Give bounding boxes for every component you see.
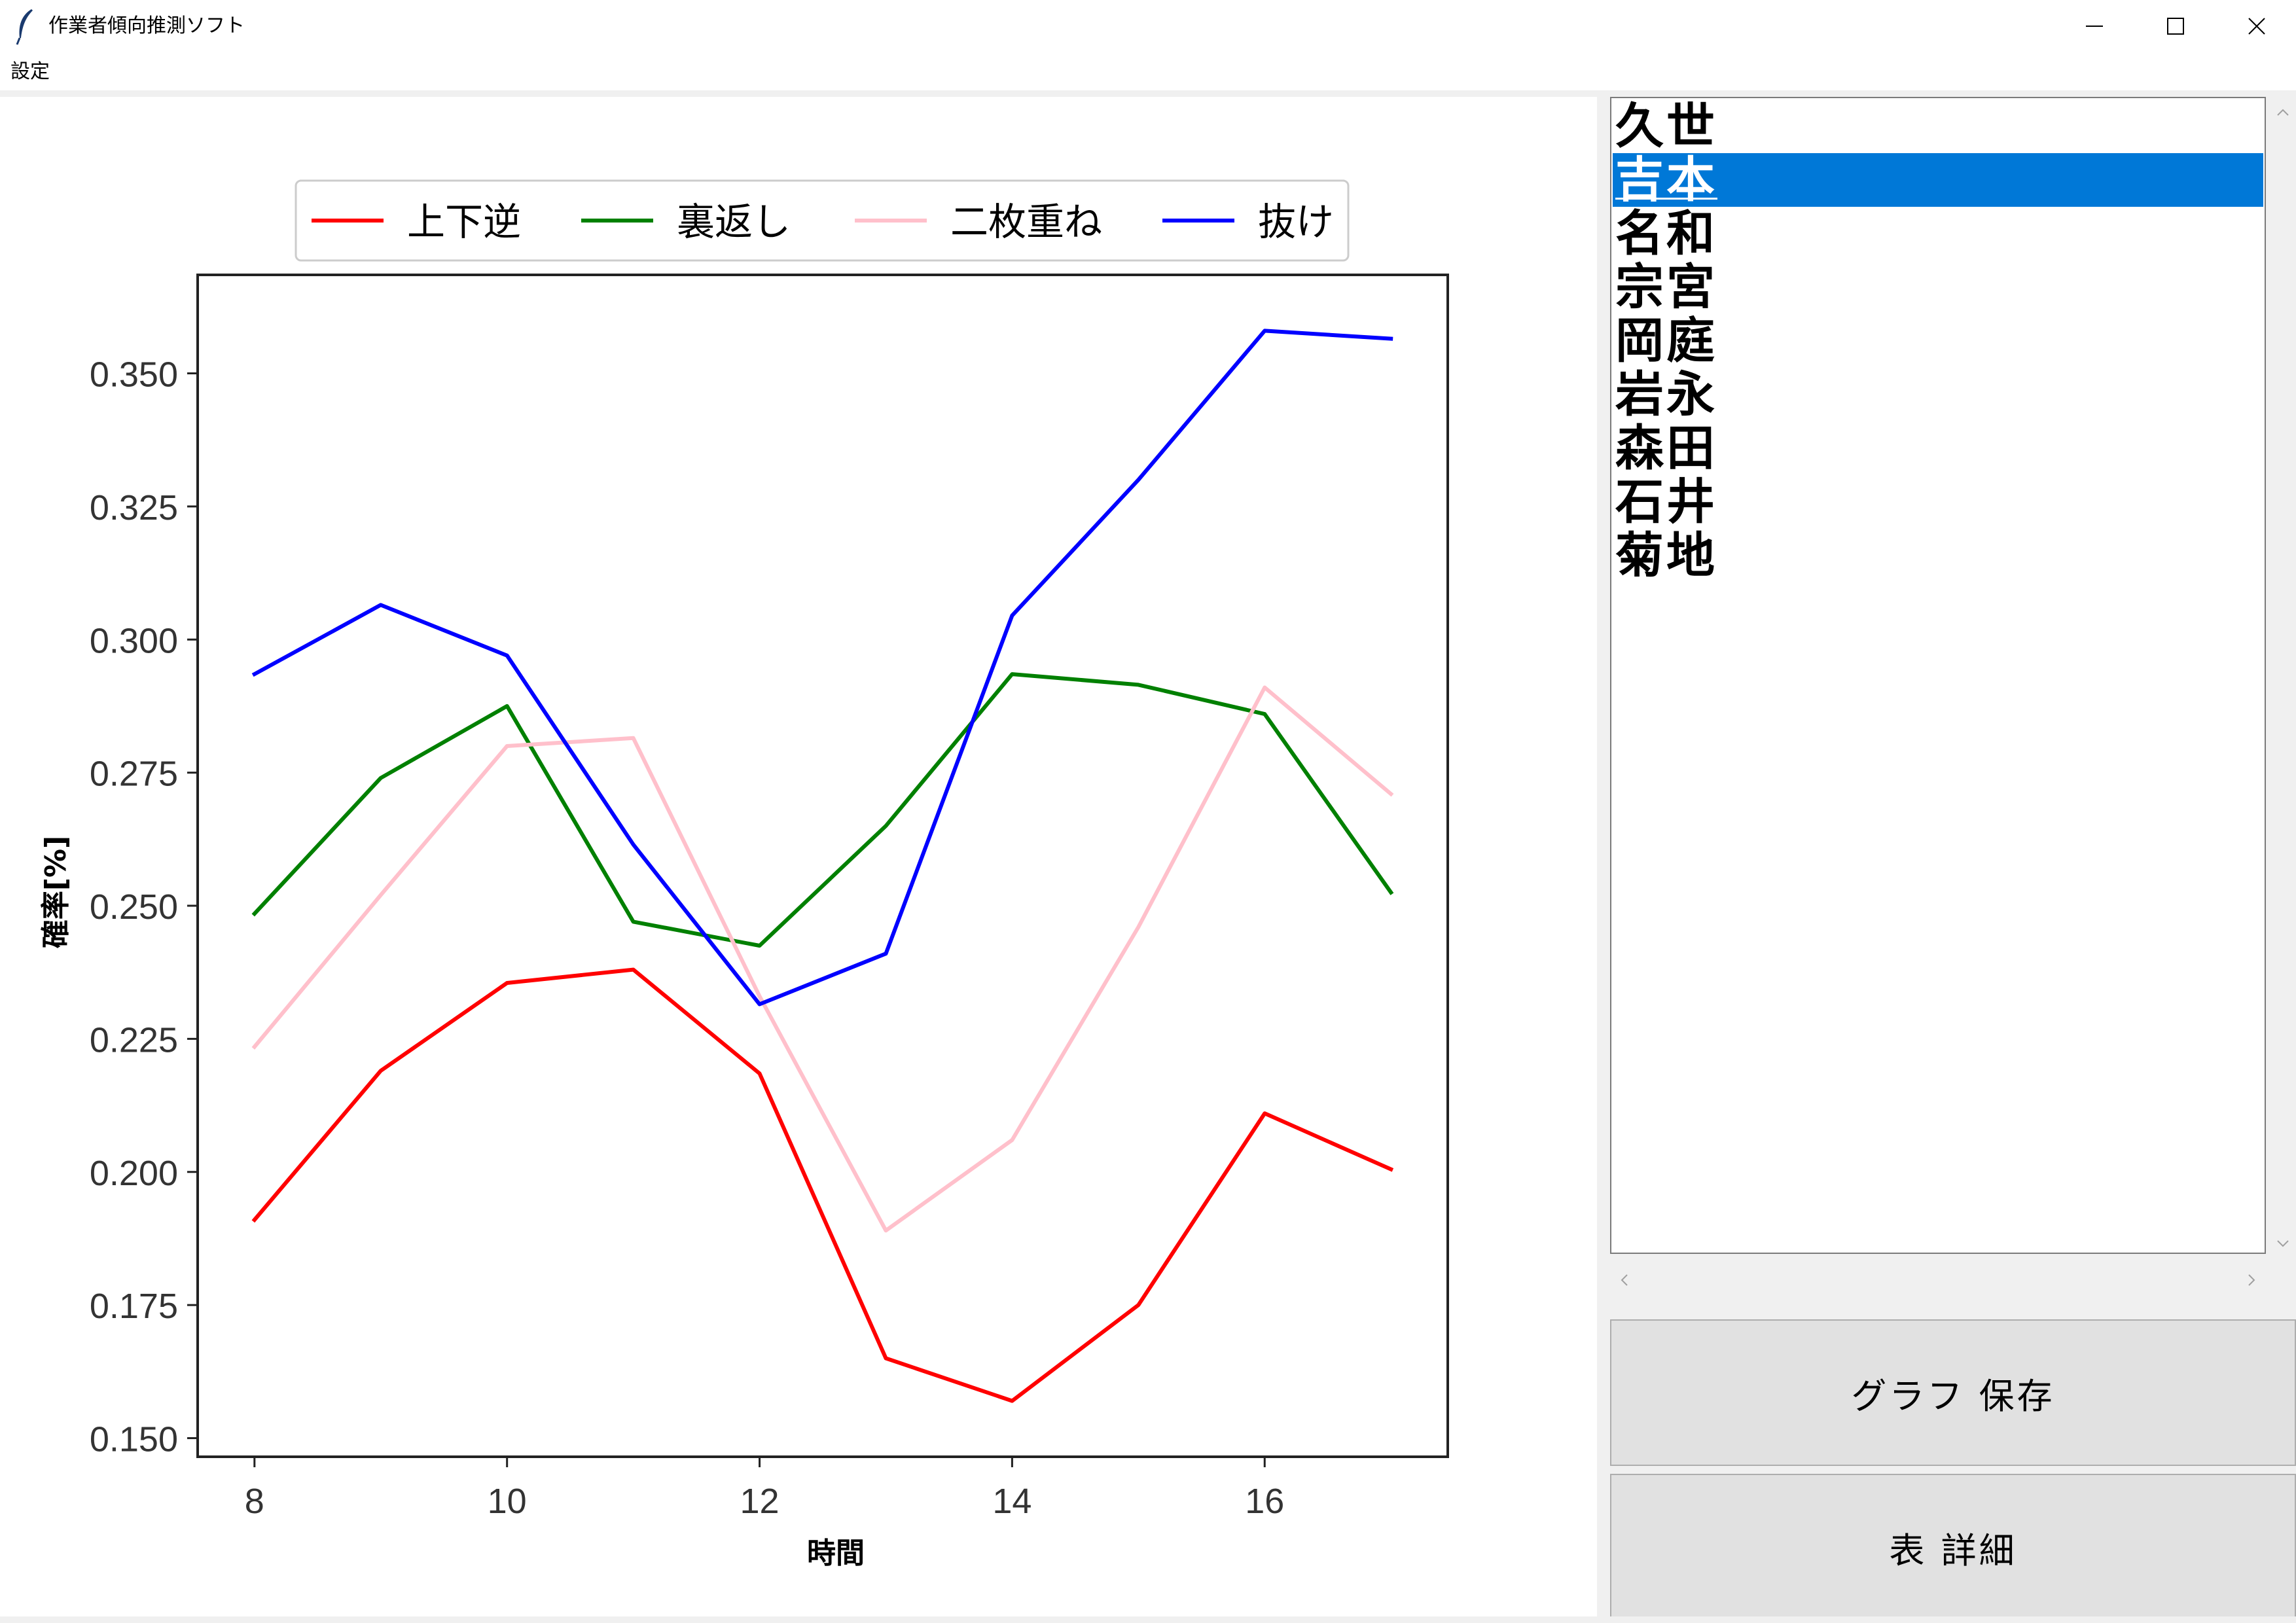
series-line xyxy=(251,685,1394,1233)
list-item-label: 岡庭 xyxy=(1615,313,1717,369)
vertical-scrollbar[interactable] xyxy=(2269,97,2296,1254)
y-tick-label: 0.225 xyxy=(90,1020,178,1060)
list-item[interactable]: 石井 xyxy=(1613,475,2263,529)
minimize-icon xyxy=(2086,26,2103,27)
list-item[interactable]: 吉本 xyxy=(1613,153,2263,207)
list-item-label: 石井 xyxy=(1615,474,1717,530)
y-axis-label: 確率[%] xyxy=(39,836,73,948)
x-tick-label: 8 xyxy=(245,1482,264,1521)
list-item[interactable]: 菊地 xyxy=(1613,529,2263,582)
legend-label: 二枚重ね xyxy=(950,200,1102,244)
y-tick-label: 0.150 xyxy=(90,1420,178,1459)
chart-area: 0.150 0.175 0.200 0.225 0.250 0.275 0.300 0.325… xyxy=(0,97,1597,1616)
legend xyxy=(295,179,1350,262)
series-line xyxy=(251,672,1394,948)
list-item-label: 吉本 xyxy=(1615,152,1717,208)
plot-frame xyxy=(196,274,1449,1458)
list-item[interactable]: 岩永 xyxy=(1613,368,2263,421)
list-item[interactable]: 久世 xyxy=(1613,99,2263,153)
list-item[interactable]: 名和 xyxy=(1613,207,2263,260)
legend-label: 上下逆 xyxy=(407,200,521,244)
y-tick-label: 0.350 xyxy=(90,355,178,395)
list-item-label: 久世 xyxy=(1615,98,1717,154)
maximize-button[interactable] xyxy=(2135,0,2216,52)
window-title: 作業者傾向推測ソフト xyxy=(48,14,245,37)
legend-label: 裏返し xyxy=(677,200,791,244)
table-detail-button[interactable]: 表 詳細 xyxy=(1610,1474,2296,1620)
y-tick-label: 0.175 xyxy=(90,1287,178,1326)
y-tick-label: 0.325 xyxy=(90,488,178,527)
menu-bar: 設定 xyxy=(0,52,2296,92)
close-button[interactable] xyxy=(2216,0,2296,52)
bottom-border xyxy=(0,1616,2296,1623)
series-line xyxy=(251,967,1394,1403)
list-item-label: 岩永 xyxy=(1615,366,1717,423)
x-axis-label: 時間 xyxy=(807,1537,865,1570)
menu-separator xyxy=(0,90,2296,97)
y-tick-label: 0.300 xyxy=(90,621,178,660)
legend-label: 抜け xyxy=(1258,200,1334,244)
chevron-up-icon[interactable] xyxy=(2275,105,2291,120)
x-tick-label: 16 xyxy=(1245,1482,1284,1521)
line-chart: 0.150 0.175 0.200 0.225 0.250 0.275 0.300 0.325… xyxy=(39,179,1449,1570)
y-tick-label: 0.200 xyxy=(90,1154,178,1193)
list-item-label: 森田 xyxy=(1615,420,1717,476)
horizontal-scrollbar[interactable] xyxy=(1610,1266,2266,1293)
y-tick-label: 0.250 xyxy=(90,887,178,927)
feather-icon xyxy=(12,7,38,46)
x-tick-label: 12 xyxy=(740,1482,779,1521)
minimize-button[interactable] xyxy=(2054,0,2135,52)
series-line xyxy=(251,329,1393,1007)
save-graph-button[interactable]: グラフ 保存 xyxy=(1610,1319,2296,1466)
menu-item-settings[interactable]: 設定 xyxy=(10,60,50,83)
close-icon xyxy=(2248,18,2265,35)
right-panel: 久世 吉本 名和 宗宮 岡庭 岩永 森田 石井 菊地 グラフ 保存 表 詳細 xyxy=(1597,97,2296,1620)
x-tick-label: 14 xyxy=(992,1482,1031,1521)
list-item[interactable]: 岡庭 xyxy=(1613,314,2263,368)
list-item-label: 名和 xyxy=(1615,205,1717,262)
worker-listbox[interactable]: 久世 吉本 名和 宗宮 岡庭 岩永 森田 石井 菊地 xyxy=(1610,97,2266,1254)
list-item-label: 宗宮 xyxy=(1615,259,1717,315)
list-item-label: 菊地 xyxy=(1615,527,1717,584)
chevron-left-icon[interactable] xyxy=(1617,1272,1632,1288)
x-tick-label: 10 xyxy=(488,1482,527,1521)
title-bar[interactable]: 作業者傾向推測ソフト xyxy=(0,0,2296,52)
list-item[interactable]: 宗宮 xyxy=(1613,260,2263,314)
list-item[interactable]: 森田 xyxy=(1613,421,2263,475)
y-tick-label: 0.275 xyxy=(90,755,178,794)
maximize-icon xyxy=(2167,18,2184,35)
chevron-down-icon[interactable] xyxy=(2275,1236,2291,1251)
chevron-right-icon[interactable] xyxy=(2244,1272,2259,1288)
